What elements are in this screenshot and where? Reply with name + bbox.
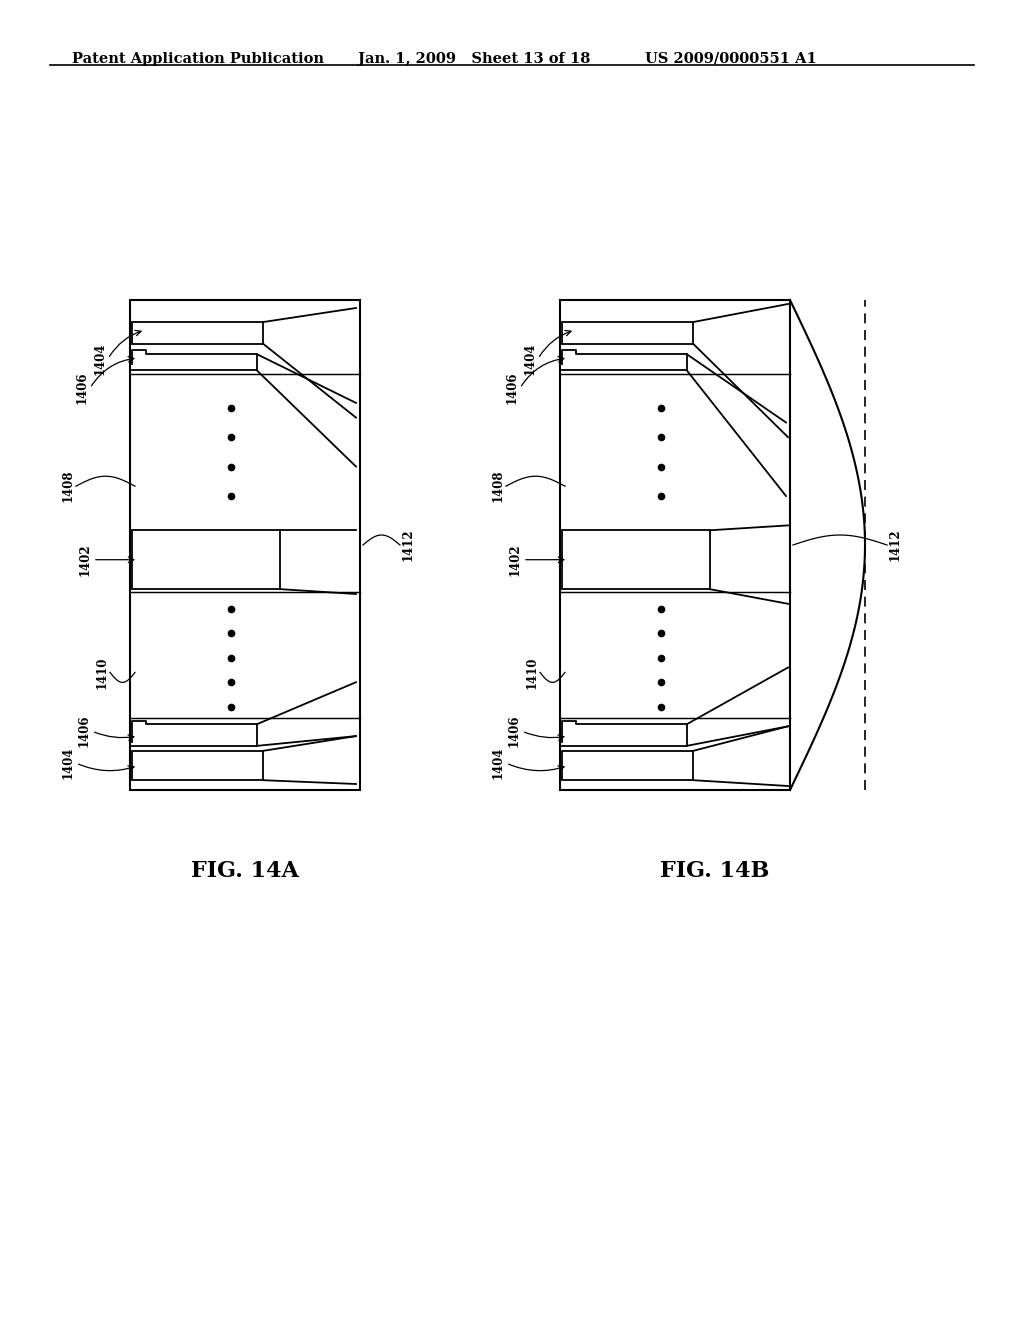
Text: FIG. 14B: FIG. 14B <box>660 861 770 882</box>
Text: 1410: 1410 <box>525 656 539 689</box>
Bar <box>132 322 263 345</box>
Text: Patent Application Publication: Patent Application Publication <box>72 51 324 66</box>
Bar <box>562 751 693 780</box>
Bar <box>130 300 360 789</box>
Bar <box>562 531 710 589</box>
Text: 1412: 1412 <box>401 529 415 561</box>
Text: 1406: 1406 <box>506 372 518 404</box>
Bar <box>560 300 790 789</box>
Text: 1402: 1402 <box>509 544 521 576</box>
Bar <box>132 751 263 780</box>
Text: 1402: 1402 <box>79 544 91 576</box>
Text: 1404: 1404 <box>93 343 106 375</box>
Text: 1408: 1408 <box>492 470 505 503</box>
Text: 1404: 1404 <box>523 343 537 375</box>
Text: 1406: 1406 <box>78 715 90 747</box>
Text: 1404: 1404 <box>492 747 505 779</box>
Text: 1410: 1410 <box>95 656 109 689</box>
Text: 1404: 1404 <box>61 747 75 779</box>
Text: FIG. 14A: FIG. 14A <box>191 861 299 882</box>
Text: 1412: 1412 <box>889 529 901 561</box>
Text: Jan. 1, 2009   Sheet 13 of 18: Jan. 1, 2009 Sheet 13 of 18 <box>358 51 591 66</box>
Text: 1408: 1408 <box>61 470 75 503</box>
Bar <box>562 322 693 345</box>
Text: 1406: 1406 <box>508 715 520 747</box>
Bar <box>132 531 280 589</box>
Text: US 2009/0000551 A1: US 2009/0000551 A1 <box>645 51 817 66</box>
Text: 1406: 1406 <box>76 372 88 404</box>
